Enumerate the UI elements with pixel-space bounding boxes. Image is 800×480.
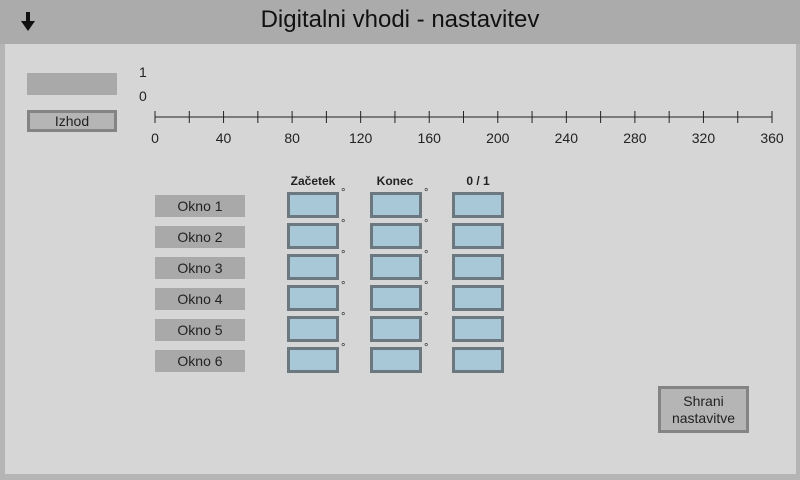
down-arrow-icon[interactable] bbox=[20, 12, 36, 32]
degree-unit: ° bbox=[424, 280, 429, 292]
axis-tick-label: 360 bbox=[760, 130, 784, 146]
axis-tick-label: 0 bbox=[151, 130, 159, 146]
axis-tick-label: 200 bbox=[486, 130, 510, 146]
axis-tick-label: 160 bbox=[418, 130, 442, 146]
degree-unit: ° bbox=[424, 187, 429, 199]
window-row-label: Okno 5 bbox=[155, 319, 245, 341]
window-row-label: Okno 2 bbox=[155, 226, 245, 248]
degree-unit: ° bbox=[341, 249, 346, 261]
end-angle-input[interactable] bbox=[370, 223, 422, 249]
axis-tick-label: 240 bbox=[555, 130, 579, 146]
end-angle-input[interactable] bbox=[370, 285, 422, 311]
save-settings-button[interactable]: Shrani nastavitve bbox=[658, 386, 749, 433]
degree-unit: ° bbox=[424, 311, 429, 323]
signal-level-low: 0 bbox=[139, 88, 147, 104]
axis-tick-label: 120 bbox=[349, 130, 373, 146]
column-header-state: 0 / 1 bbox=[466, 174, 490, 188]
izhod-button[interactable]: Izhod bbox=[27, 110, 117, 132]
end-angle-input[interactable] bbox=[370, 254, 422, 280]
state-input[interactable] bbox=[452, 347, 504, 373]
state-input[interactable] bbox=[452, 223, 504, 249]
axis-tick-label: 320 bbox=[692, 130, 716, 146]
degree-unit: ° bbox=[341, 311, 346, 323]
start-angle-input[interactable] bbox=[287, 347, 339, 373]
start-angle-input[interactable] bbox=[287, 285, 339, 311]
axis-tick-label: 40 bbox=[216, 130, 232, 146]
start-angle-input[interactable] bbox=[287, 316, 339, 342]
degree-unit: ° bbox=[341, 342, 346, 354]
page-title: Digitalni vhodi - nastavitev bbox=[260, 6, 540, 33]
axis-tick-label: 80 bbox=[284, 130, 300, 146]
column-header-start: Začetek bbox=[290, 174, 336, 188]
axis-tick-label: 280 bbox=[623, 130, 647, 146]
start-angle-input[interactable] bbox=[287, 223, 339, 249]
window-row-label: Okno 4 bbox=[155, 288, 245, 310]
signal-state-indicator bbox=[27, 73, 117, 95]
state-input[interactable] bbox=[452, 254, 504, 280]
state-input[interactable] bbox=[452, 192, 504, 218]
degree-unit: ° bbox=[341, 218, 346, 230]
column-header-end: Konec bbox=[376, 174, 414, 188]
end-angle-input[interactable] bbox=[370, 316, 422, 342]
window-row-label: Okno 3 bbox=[155, 257, 245, 279]
window-row-label: Okno 6 bbox=[155, 350, 245, 372]
state-input[interactable] bbox=[452, 316, 504, 342]
degree-unit: ° bbox=[341, 187, 346, 199]
end-angle-input[interactable] bbox=[370, 347, 422, 373]
start-angle-input[interactable] bbox=[287, 192, 339, 218]
degree-unit: ° bbox=[424, 218, 429, 230]
title-bar: Digitalni vhodi - nastavitev bbox=[0, 0, 800, 44]
degree-unit: ° bbox=[424, 249, 429, 261]
window-row-label: Okno 1 bbox=[155, 195, 245, 217]
degree-unit: ° bbox=[341, 280, 346, 292]
signal-level-high: 1 bbox=[139, 64, 147, 80]
state-input[interactable] bbox=[452, 285, 504, 311]
start-angle-input[interactable] bbox=[287, 254, 339, 280]
degree-unit: ° bbox=[424, 342, 429, 354]
end-angle-input[interactable] bbox=[370, 192, 422, 218]
